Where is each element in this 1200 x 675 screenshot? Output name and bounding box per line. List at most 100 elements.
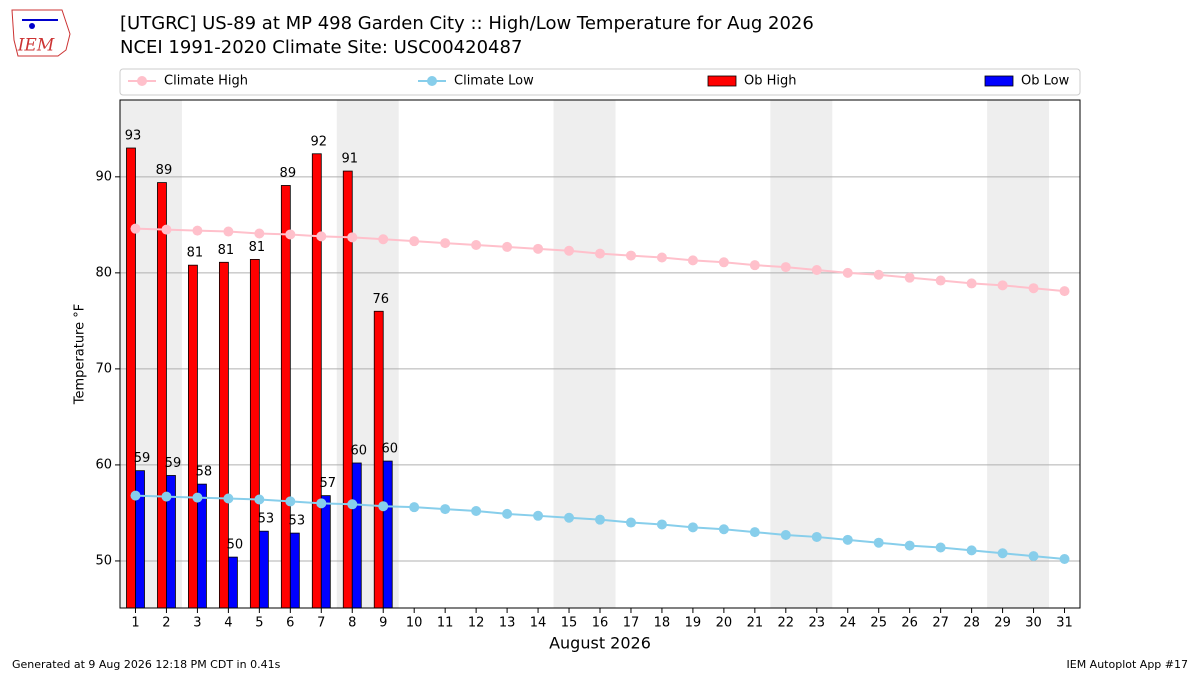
x-tick-label: 24 xyxy=(839,616,856,631)
x-tick-label: 23 xyxy=(809,616,826,631)
bar xyxy=(126,147,136,609)
x-tick-label: 4 xyxy=(224,616,232,631)
point xyxy=(811,531,822,542)
point xyxy=(130,490,141,501)
footer-right: IEM Autoplot App #17 xyxy=(1067,658,1189,671)
x-tick-label: 25 xyxy=(870,616,887,631)
point xyxy=(254,494,265,505)
data-label: 81 xyxy=(187,246,204,261)
legend-swatch xyxy=(984,75,1014,87)
chart-title: [UTGRC] US-89 at MP 498 Garden City :: H… xyxy=(120,13,814,34)
data-label: 91 xyxy=(341,152,358,167)
x-tick-label: 27 xyxy=(932,616,949,631)
point xyxy=(440,238,451,249)
bar xyxy=(351,462,362,609)
x-tick-label: 26 xyxy=(901,616,918,631)
point xyxy=(347,232,358,243)
point xyxy=(595,248,605,259)
data-label: 59 xyxy=(134,451,151,466)
x-tick-label: 2 xyxy=(162,616,170,631)
point xyxy=(904,272,915,283)
point xyxy=(842,267,853,278)
point xyxy=(966,278,977,289)
bar xyxy=(249,259,260,609)
point xyxy=(564,512,575,523)
logo: IEM xyxy=(11,9,71,57)
bar xyxy=(373,310,384,609)
x-tick-label: 19 xyxy=(685,616,702,631)
data-label: 53 xyxy=(289,514,306,529)
data-label: 89 xyxy=(280,166,297,181)
point xyxy=(471,506,482,517)
bar xyxy=(258,530,269,609)
data-label: 50 xyxy=(227,538,244,553)
point xyxy=(192,225,203,236)
point xyxy=(842,534,853,545)
y-axis-label: Temperature °F xyxy=(73,304,88,405)
y-tick-label: 60 xyxy=(95,457,112,472)
point xyxy=(935,542,946,553)
data-label: 81 xyxy=(249,240,266,255)
x-tick-label: 1 xyxy=(131,616,139,631)
x-tick-label: 11 xyxy=(437,616,454,631)
point xyxy=(625,250,636,261)
point xyxy=(471,240,482,251)
data-label: 59 xyxy=(165,456,182,471)
x-tick-label: 29 xyxy=(994,616,1011,631)
legend-label: Ob Low xyxy=(1021,74,1070,89)
footer-left: Generated at 9 Aug 2026 12:18 PM CDT in … xyxy=(12,658,281,671)
point xyxy=(811,264,822,275)
x-tick-label: 5 xyxy=(255,616,263,631)
point xyxy=(285,229,296,240)
point xyxy=(378,501,389,512)
x-tick-label: 10 xyxy=(406,616,423,631)
point xyxy=(997,280,1008,291)
x-tick-label: 9 xyxy=(379,616,387,631)
x-tick-label: 21 xyxy=(747,616,764,631)
point xyxy=(656,519,667,530)
point xyxy=(1059,554,1070,565)
point xyxy=(780,262,791,273)
x-tick-label: 20 xyxy=(716,616,733,631)
x-tick-label: 14 xyxy=(530,616,547,631)
data-label: 53 xyxy=(258,512,275,527)
data-label: 57 xyxy=(320,476,337,491)
x-axis-label: August 2026 xyxy=(549,634,651,653)
bar xyxy=(227,556,238,609)
x-tick-label: 15 xyxy=(561,616,578,631)
x-tick-label: 13 xyxy=(499,616,516,631)
bar xyxy=(188,264,198,609)
bar xyxy=(320,495,331,609)
point xyxy=(130,223,141,234)
point xyxy=(904,540,915,551)
weekend-band xyxy=(770,100,833,608)
x-tick-label: 7 xyxy=(317,616,325,631)
data-label: 60 xyxy=(350,443,367,458)
point xyxy=(935,275,946,286)
bar xyxy=(197,483,207,609)
bar xyxy=(311,153,322,609)
bar xyxy=(157,182,167,609)
data-label: 60 xyxy=(381,442,398,457)
data-label: 92 xyxy=(311,134,328,149)
point xyxy=(966,545,977,556)
y-tick-label: 90 xyxy=(95,169,112,184)
legend-label: Climate High xyxy=(164,74,248,89)
point xyxy=(502,241,513,252)
point xyxy=(718,257,729,268)
point xyxy=(656,252,667,263)
legend-label: Ob High xyxy=(744,74,797,89)
x-tick-label: 12 xyxy=(468,616,485,631)
point xyxy=(533,510,544,521)
point xyxy=(997,548,1008,559)
point xyxy=(687,522,698,533)
x-tick-label: 16 xyxy=(592,616,609,631)
legend-swatch xyxy=(707,75,737,87)
point xyxy=(316,231,327,242)
point xyxy=(409,236,420,247)
legend-marker xyxy=(427,76,437,86)
chart-subtitle: NCEI 1991-2020 Climate Site: USC00420487 xyxy=(120,37,522,58)
x-tick-label: 17 xyxy=(623,616,640,631)
x-tick-label: 31 xyxy=(1056,616,1073,631)
